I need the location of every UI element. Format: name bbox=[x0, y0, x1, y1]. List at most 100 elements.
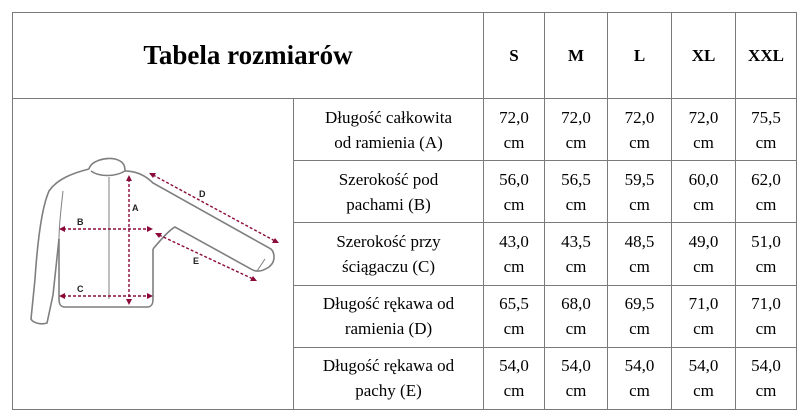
unit: cm bbox=[565, 194, 587, 214]
row-label-line1: Długość całkowita bbox=[325, 107, 452, 127]
unit: cm bbox=[503, 256, 525, 276]
value: 54,0 bbox=[688, 356, 719, 376]
value: 56,0 bbox=[499, 169, 529, 189]
value: 43,0 bbox=[499, 231, 529, 251]
value: 43,5 bbox=[561, 231, 591, 251]
row-label-line2: ramienia (D) bbox=[344, 319, 433, 339]
value-cell: 62,0 cm bbox=[735, 160, 797, 224]
arrow-icon bbox=[147, 293, 153, 299]
measurement-lines bbox=[59, 173, 279, 305]
unit: cm bbox=[629, 319, 650, 339]
unit: cm bbox=[693, 194, 714, 214]
row-label: Długość całkowita od ramienia (A) bbox=[293, 97, 484, 162]
measure-line-d bbox=[152, 174, 276, 242]
value-cell: 72,0 cm bbox=[671, 97, 736, 162]
value: 59,5 bbox=[624, 169, 655, 189]
unit: cm bbox=[755, 132, 777, 152]
unit: cm bbox=[755, 381, 777, 401]
value: 72,0 bbox=[499, 107, 529, 127]
row-label-line2: ściągaczu (C) bbox=[342, 256, 435, 276]
value: 54,0 bbox=[624, 356, 655, 376]
value: 51,0 bbox=[751, 231, 781, 251]
arrow-icon bbox=[59, 293, 65, 299]
value-cell: 51,0 cm bbox=[735, 222, 797, 286]
value-cell: 59,5 cm bbox=[607, 160, 672, 224]
size-header-xxl: XXL bbox=[735, 12, 797, 99]
measure-label-d: D bbox=[199, 189, 206, 199]
value-cell: 56,0 cm bbox=[483, 160, 545, 224]
value-cell: 72,0 cm bbox=[607, 97, 672, 162]
measure-label-c: C bbox=[77, 284, 84, 294]
unit: cm bbox=[693, 132, 714, 152]
unit: cm bbox=[565, 132, 587, 152]
table-row: A B C D E Długość całkowita od ramienia … bbox=[12, 97, 797, 410]
row-label-line1: Długość rękawa od bbox=[322, 356, 455, 376]
arrow-icon bbox=[147, 226, 153, 232]
value-cell: 72,0 cm bbox=[544, 97, 608, 162]
size-header-l: L bbox=[607, 12, 672, 99]
row-label-line1: Długość rękawa od bbox=[322, 294, 455, 314]
value: 48,5 bbox=[624, 231, 655, 251]
size-header-xl: XL bbox=[671, 12, 736, 99]
row-label: Długość rękawa od ramienia (D) bbox=[293, 284, 484, 348]
unit: cm bbox=[565, 381, 587, 401]
value: 72,0 bbox=[561, 107, 591, 127]
row-label-line2: pachami (B) bbox=[346, 194, 431, 214]
arrow-icon bbox=[155, 233, 162, 238]
value-cell: 54,0 cm bbox=[735, 346, 797, 411]
value: 72,0 bbox=[688, 107, 719, 127]
value-cell: 43,5 cm bbox=[544, 222, 608, 286]
value: 75,5 bbox=[751, 107, 781, 127]
table-row: Długość rękawa od ramienia (D) 65,5 cm 68… bbox=[13, 284, 797, 348]
value-cell: 71,0 cm bbox=[735, 284, 797, 348]
value-cell: 71,0 cm bbox=[671, 284, 736, 348]
value-cell: 48,5 cm bbox=[607, 222, 672, 286]
value: 69,5 bbox=[624, 294, 655, 314]
value: 54,0 bbox=[499, 356, 529, 376]
unit: cm bbox=[565, 319, 587, 339]
unit: cm bbox=[503, 319, 525, 339]
value: 71,0 bbox=[688, 294, 719, 314]
value: 56,5 bbox=[561, 169, 591, 189]
value-cell: 72,0 cm bbox=[483, 97, 545, 162]
row-label: Szerokość pod pachami (B) bbox=[293, 160, 484, 224]
value-cell: 65,5 cm bbox=[483, 284, 545, 348]
unit: cm bbox=[629, 194, 650, 214]
value-cell: 68,0 cm bbox=[544, 284, 608, 348]
unit: cm bbox=[503, 132, 525, 152]
unit: cm bbox=[629, 256, 650, 276]
value-cell: 54,0 cm bbox=[671, 346, 736, 411]
value: 49,0 bbox=[688, 231, 719, 251]
row-label-line2: od ramienia (A) bbox=[334, 132, 443, 152]
row-label-line1: Szerokość przy bbox=[336, 231, 441, 251]
table-row: Szerokość przy ściągaczu (C) 43,0 cm 43,5… bbox=[13, 222, 797, 286]
value-cell: 56,5 cm bbox=[544, 160, 608, 224]
value: 72,0 bbox=[624, 107, 655, 127]
row-label: Szerokość przy ściągaczu (C) bbox=[293, 222, 484, 286]
arrow-icon bbox=[126, 299, 132, 305]
value-cell: 49,0 cm bbox=[671, 222, 736, 286]
table-body: Tabela rozmiarów S M L XL XXL bbox=[12, 12, 797, 411]
unit: cm bbox=[565, 256, 587, 276]
unit: cm bbox=[693, 381, 714, 401]
value-cell: 60,0 cm bbox=[671, 160, 736, 224]
measure-label-e: E bbox=[193, 256, 199, 266]
row-label-line2: pachy (E) bbox=[355, 381, 422, 401]
value: 54,0 bbox=[561, 356, 591, 376]
unit: cm bbox=[503, 381, 525, 401]
value-cell: 75,5 cm bbox=[735, 97, 797, 162]
unit: cm bbox=[755, 256, 777, 276]
arrow-icon bbox=[149, 173, 156, 178]
arrow-icon bbox=[250, 276, 257, 281]
arrow-icon bbox=[59, 226, 65, 232]
measure-line-e bbox=[158, 234, 254, 280]
value-cell: 54,0 cm bbox=[483, 346, 545, 411]
row-label: Długość rękawa od pachy (E) bbox=[293, 346, 484, 411]
row-label-line1: Szerokość pod bbox=[338, 169, 439, 189]
table-row: Długość rękawa od pachy (E) 54,0 cm 54,0 c… bbox=[13, 346, 797, 411]
header-row: Tabela rozmiarów S M L XL XXL bbox=[12, 12, 797, 99]
jacket-outline bbox=[30, 157, 275, 325]
value: 62,0 bbox=[751, 169, 781, 189]
table-title: Tabela rozmiarów bbox=[12, 12, 484, 99]
unit: cm bbox=[629, 132, 650, 152]
